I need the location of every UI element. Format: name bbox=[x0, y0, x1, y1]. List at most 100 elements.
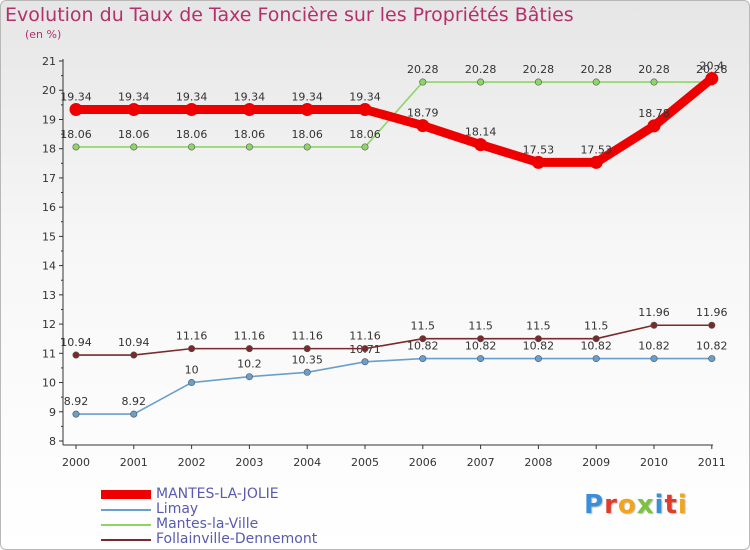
data-label-limay-2004: 10.35 bbox=[291, 353, 323, 366]
point-follainville-dennemont-2011 bbox=[708, 321, 716, 329]
legend-item-mantes-la-ville: Mantes-la-Ville bbox=[101, 517, 317, 532]
legend-swatch-mantes-la-jolie bbox=[101, 490, 151, 499]
data-label-mantes-la-ville-2010: 20.28 bbox=[638, 63, 670, 76]
data-label-follainville-dennemont-2005: 11.16 bbox=[349, 330, 381, 343]
point-mantes-la-ville-2008 bbox=[534, 78, 542, 86]
legend-swatch-mantes-la-ville bbox=[101, 523, 151, 526]
data-label-follainville-dennemont-2000: 10.94 bbox=[60, 336, 92, 349]
point-mantes-la-ville-2005 bbox=[361, 143, 369, 151]
x-tick-label-2005: 2005 bbox=[351, 456, 379, 469]
point-limay-2008 bbox=[534, 355, 542, 363]
data-label-mantes-la-jolie-2007: 18.14 bbox=[465, 126, 497, 139]
logo-letter: t bbox=[664, 490, 678, 520]
y-tick-label-16: 16 bbox=[42, 201, 56, 214]
data-label-limay-2001: 8.92 bbox=[122, 395, 147, 408]
point-mantes-la-ville-2009 bbox=[592, 78, 600, 86]
point-mantes-la-ville-2006 bbox=[419, 78, 427, 86]
x-tick-label-2011: 2011 bbox=[698, 456, 726, 469]
data-label-mantes-la-ville-2008: 20.28 bbox=[523, 63, 555, 76]
point-mantes-la-jolie-2011 bbox=[705, 72, 719, 86]
logo-letter: x bbox=[636, 490, 655, 520]
y-tick-label-21: 21 bbox=[42, 55, 56, 68]
point-follainville-dennemont-2002 bbox=[188, 345, 196, 353]
point-follainville-dennemont-2010 bbox=[650, 321, 658, 329]
x-tick-label-2001: 2001 bbox=[120, 456, 148, 469]
data-label-mantes-la-jolie-2009: 17.53 bbox=[580, 143, 612, 156]
data-label-mantes-la-jolie-2011: 20.4 bbox=[700, 60, 725, 73]
data-label-limay-2002: 10 bbox=[185, 364, 199, 377]
y-tick-label-19: 19 bbox=[42, 113, 56, 126]
point-follainville-dennemont-2004 bbox=[303, 345, 311, 353]
data-label-follainville-dennemont-2001: 10.94 bbox=[118, 336, 150, 349]
y-tick-label-15: 15 bbox=[42, 230, 56, 243]
y-tick-label-8: 8 bbox=[49, 435, 56, 448]
legend-label-mantes-la-ville: Mantes-la-Ville bbox=[156, 516, 259, 532]
legend-item-mantes-la-jolie: MANTES-LA-JOLIE bbox=[101, 487, 317, 502]
point-limay-2004 bbox=[303, 368, 311, 376]
data-label-mantes-la-jolie-2006: 18.79 bbox=[407, 107, 439, 120]
x-tick-label-2010: 2010 bbox=[640, 456, 668, 469]
point-limay-2009 bbox=[592, 355, 600, 363]
logo-letter: i bbox=[654, 490, 665, 520]
y-tick-label-12: 12 bbox=[42, 318, 56, 331]
point-mantes-la-jolie-2002 bbox=[185, 103, 199, 117]
data-label-limay-2006: 10.82 bbox=[407, 340, 439, 353]
x-tick-label-2002: 2002 bbox=[178, 456, 206, 469]
y-tick-label-13: 13 bbox=[42, 289, 56, 302]
data-label-follainville-dennemont-2010: 11.96 bbox=[638, 306, 670, 319]
data-label-follainville-dennemont-2011: 11.96 bbox=[696, 306, 728, 319]
x-tick-label-2000: 2000 bbox=[62, 456, 90, 469]
y-tick-label-9: 9 bbox=[49, 406, 56, 419]
data-label-limay-2003: 10.2 bbox=[237, 358, 262, 371]
x-tick-label-2009: 2009 bbox=[582, 456, 610, 469]
point-limay-2000 bbox=[72, 410, 80, 418]
data-label-mantes-la-jolie-2005: 19.34 bbox=[349, 91, 381, 104]
point-follainville-dennemont-2001 bbox=[130, 351, 138, 359]
point-mantes-la-jolie-2008 bbox=[531, 155, 545, 169]
point-limay-2002 bbox=[188, 379, 196, 387]
data-label-follainville-dennemont-2008: 11.5 bbox=[526, 320, 551, 333]
data-label-mantes-la-ville-2001: 18.06 bbox=[118, 128, 150, 141]
data-label-mantes-la-ville-2011: 20.28 bbox=[696, 63, 728, 76]
data-label-mantes-la-ville-2002: 18.06 bbox=[176, 128, 208, 141]
data-label-mantes-la-ville-2007: 20.28 bbox=[465, 63, 497, 76]
logo-letter: o bbox=[617, 490, 637, 520]
y-tick-label-11: 11 bbox=[42, 347, 56, 360]
point-limay-2005 bbox=[361, 358, 369, 366]
x-tick-label-2003: 2003 bbox=[235, 456, 263, 469]
data-label-mantes-la-jolie-2008: 17.53 bbox=[523, 143, 555, 156]
point-mantes-la-jolie-2003 bbox=[242, 103, 256, 117]
point-limay-2007 bbox=[477, 355, 485, 363]
point-limay-2010 bbox=[650, 355, 658, 363]
data-label-mantes-la-ville-2006: 20.28 bbox=[407, 63, 439, 76]
logo-letter: i bbox=[677, 490, 688, 520]
legend-label-follainville-dennemont: Follainville-Dennemont bbox=[156, 531, 318, 547]
data-label-mantes-la-ville-2005: 18.06 bbox=[349, 128, 381, 141]
data-label-mantes-la-ville-2004: 18.06 bbox=[291, 128, 323, 141]
x-tick-label-2004: 2004 bbox=[293, 456, 321, 469]
x-tick-label-2008: 2008 bbox=[524, 456, 552, 469]
data-label-limay-2011: 10.82 bbox=[696, 340, 728, 353]
data-label-mantes-la-jolie-2003: 19.34 bbox=[234, 91, 266, 104]
data-label-limay-2009: 10.82 bbox=[580, 340, 612, 353]
point-mantes-la-jolie-2010 bbox=[647, 119, 661, 133]
y-tick-label-18: 18 bbox=[42, 143, 56, 156]
point-follainville-dennemont-2005 bbox=[361, 345, 369, 353]
point-follainville-dennemont-2006 bbox=[419, 335, 427, 343]
data-label-follainville-dennemont-2003: 11.16 bbox=[234, 330, 266, 343]
x-tick-label-2007: 2007 bbox=[467, 456, 495, 469]
point-mantes-la-ville-2007 bbox=[477, 78, 485, 86]
point-mantes-la-ville-2004 bbox=[303, 143, 311, 151]
point-limay-2006 bbox=[419, 355, 427, 363]
point-mantes-la-jolie-2000 bbox=[69, 103, 83, 117]
data-label-limay-2008: 10.82 bbox=[523, 340, 555, 353]
x-tick-label-2006: 2006 bbox=[409, 456, 437, 469]
legend-item-limay: Limay bbox=[101, 502, 317, 517]
data-label-mantes-la-ville-2009: 20.28 bbox=[580, 63, 612, 76]
series-line-mantes-la-jolie bbox=[71, 74, 717, 167]
data-label-follainville-dennemont-2004: 11.16 bbox=[291, 330, 323, 343]
chart-subtitle: (en %) bbox=[25, 28, 62, 41]
